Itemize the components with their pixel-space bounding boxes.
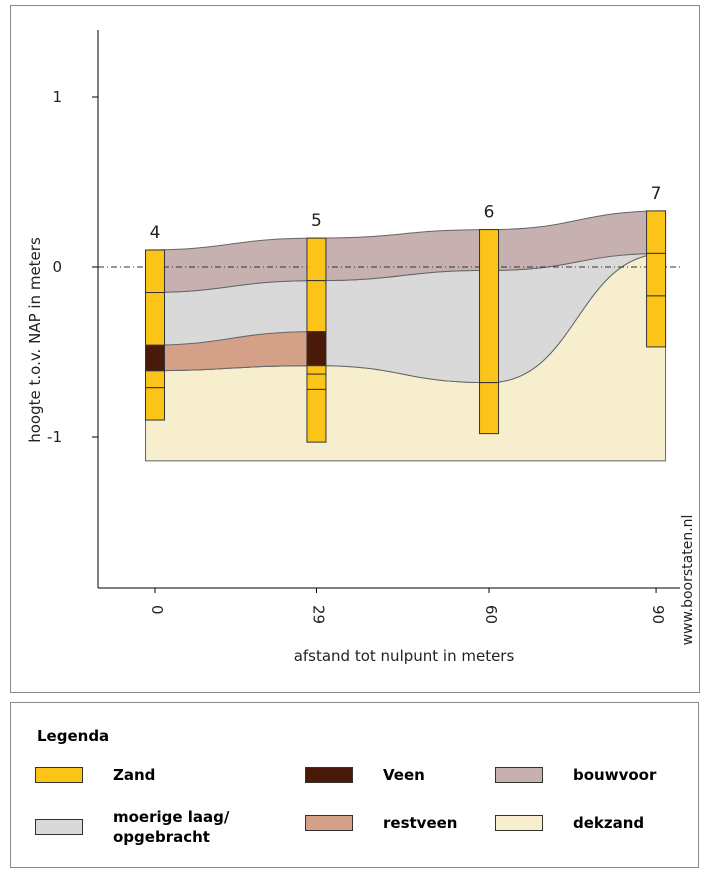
legend-label: moerige laag/ opgebracht [113,808,230,846]
borehole-segment [145,370,166,389]
borehole-segment [646,295,667,348]
borehole-segment [306,280,327,333]
borehole-segment [646,252,667,297]
borehole-label: 7 [651,184,662,204]
legend-item: bouwvoor [495,765,656,785]
borehole-segment [646,210,667,254]
borehole-segment [145,292,166,346]
legend-label: Zand [113,766,156,784]
y-tick-label: 1 [52,88,62,106]
legend-swatch [495,815,543,831]
legend-item: Zand [35,765,155,785]
legend-label: Veen [383,766,425,784]
x-tick-label: 0 [148,605,166,615]
legend-label: bouwvoor [573,766,657,784]
frame [10,5,700,693]
y-tick-label: -1 [47,428,62,446]
legend-label: restveen [383,814,458,832]
borehole-segment [306,365,327,375]
borehole-label: 5 [311,211,322,231]
legend-swatch [305,815,353,831]
x-tick-label: 60 [482,605,500,624]
borehole-segment [479,382,500,435]
legend-swatch [305,767,353,783]
watermark: www.boorstaten.nl [680,515,696,646]
x-tick-label: 29 [309,605,327,624]
legend: Legenda Zand Veen bouwvoor moerige laag/ op… [10,702,699,868]
x-axis-label: afstand tot nulpunt in meters [294,647,515,665]
borehole-segment [306,331,327,367]
borehole-segment [479,229,500,384]
legend-swatch [35,767,83,783]
y-axis-label: hoogte t.o.v. NAP in meters [26,237,44,443]
chart: -1 0 1 0 29 60 90 4 5 6 7 afstand tot nulpunt in m… [10,5,700,693]
legend-item: restveen [305,813,457,833]
legend-title: Legenda [37,727,110,745]
borehole-label: 6 [484,203,495,223]
borehole-segment [306,237,327,282]
legend-swatch [495,767,543,783]
borehole-segment [145,387,166,421]
borehole-label: 4 [150,223,161,243]
legend-swatch [35,819,83,835]
borehole-segment [145,344,166,372]
borehole-segment [306,388,327,443]
legend-item: Veen [305,765,425,785]
borehole-segment [145,249,166,294]
borehole-segment [306,373,327,390]
y-tick-label: 0 [52,258,62,276]
legend-label: dekzand [573,814,645,832]
x-tick-label: 90 [649,605,667,624]
legend-item: moerige laag/ opgebracht [35,807,243,847]
legend-item: dekzand [495,813,644,833]
